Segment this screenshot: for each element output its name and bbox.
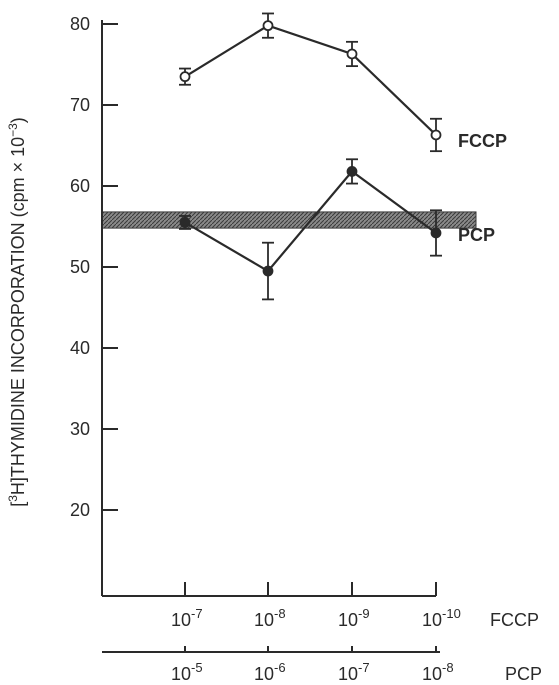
- y-tick-label: 30: [70, 419, 90, 439]
- series-label-pcp: PCP: [458, 225, 495, 245]
- data-point: [430, 129, 442, 141]
- series-layer: [179, 12, 442, 301]
- data-point: [346, 48, 358, 60]
- data-point: [262, 20, 274, 32]
- y-tick-label: 50: [70, 257, 90, 277]
- series-label-fccp: FCCP: [458, 131, 507, 151]
- x-tick-label-fccp: 10-10: [422, 606, 461, 630]
- x-tick-label-fccp: 10-9: [338, 606, 370, 630]
- data-point: [179, 217, 191, 228]
- series-fccp: [179, 12, 442, 153]
- labels: [3H]THYMIDINE INCORPORATION (cpm × 10−3)…: [6, 117, 542, 684]
- data-point: [346, 166, 358, 177]
- x-tick-label-fccp: 10-7: [171, 606, 203, 630]
- y-tick-label: 80: [70, 14, 90, 34]
- x-tick-label-fccp: 10-8: [254, 606, 286, 630]
- x-axis-name-fccp: FCCP: [490, 610, 539, 630]
- series-line: [184, 169, 437, 273]
- x-tick-label-pcp: 10-8: [422, 660, 454, 684]
- x-tick-label-pcp: 10-7: [338, 660, 370, 684]
- data-point: [179, 71, 191, 83]
- data-point: [262, 265, 274, 277]
- y-axis-title: [3H]THYMIDINE INCORPORATION (cpm × 10−3): [6, 117, 28, 507]
- y-tick-label: 40: [70, 338, 90, 358]
- axes: 20 30 40 50 60 70 80: [70, 14, 440, 653]
- series-pcp: [179, 158, 442, 301]
- y-tick-label: 60: [70, 176, 90, 196]
- data-point: [430, 227, 442, 239]
- x-tick-label-pcp: 10-6: [254, 660, 286, 684]
- y-tick-label: 20: [70, 500, 90, 520]
- y-tick-label: 70: [70, 95, 90, 115]
- x-tick-label-pcp: 10-5: [171, 660, 203, 684]
- x-axis-name-pcp: PCP: [505, 664, 542, 684]
- series-line: [184, 24, 437, 136]
